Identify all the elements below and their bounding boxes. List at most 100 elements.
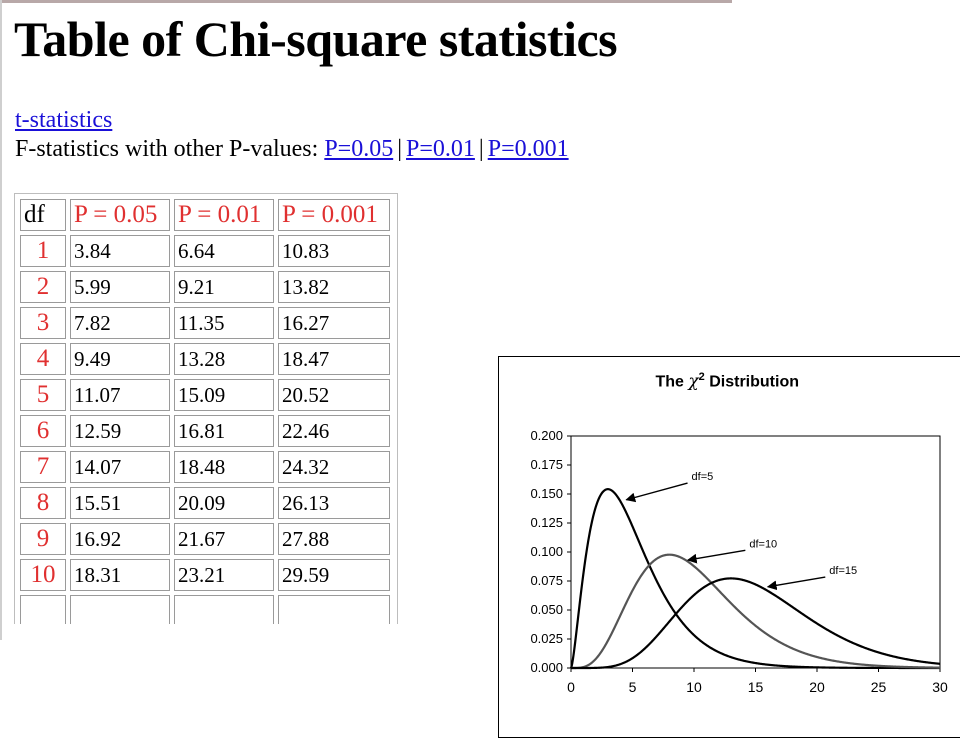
table-row: 9 16.92 21.67 27.88 bbox=[20, 523, 390, 555]
link-separator: | bbox=[397, 136, 403, 162]
value-cell: 12.59 bbox=[70, 415, 170, 447]
p0001-link[interactable]: P=0.001 bbox=[487, 136, 569, 162]
header-p0001: P = 0.001 bbox=[278, 199, 390, 231]
left-border bbox=[0, 0, 2, 640]
value-cell: 23.21 bbox=[174, 559, 274, 591]
df-cell: 2 bbox=[20, 271, 66, 303]
value-cell: 29.59 bbox=[278, 559, 390, 591]
value-cell: 13.82 bbox=[278, 271, 390, 303]
df-cell: 7 bbox=[20, 451, 66, 483]
value-cell: 15.09 bbox=[174, 379, 274, 411]
value-cell: 13.28 bbox=[174, 343, 274, 375]
x-tick-label: 5 bbox=[629, 679, 637, 695]
chi-square-table-container: df P = 0.05 P = 0.01 P = 0.001 1 3.84 6.64… bbox=[14, 193, 398, 624]
empty-cell bbox=[20, 595, 66, 624]
y-tick-label: 0.150 bbox=[530, 486, 563, 501]
value-cell: 18.31 bbox=[70, 559, 170, 591]
y-tick-label: 0.025 bbox=[530, 631, 563, 646]
p001-link[interactable]: P=0.01 bbox=[406, 136, 475, 162]
table-header-row: df P = 0.05 P = 0.01 P = 0.001 bbox=[20, 199, 390, 231]
value-cell: 18.48 bbox=[174, 451, 274, 483]
df-cell: 1 bbox=[20, 235, 66, 267]
y-tick-label: 0.125 bbox=[530, 515, 563, 530]
table-row: 6 12.59 16.81 22.46 bbox=[20, 415, 390, 447]
table-row: 10 18.31 23.21 29.59 bbox=[20, 559, 390, 591]
value-cell: 16.92 bbox=[70, 523, 170, 555]
x-tick-label: 20 bbox=[809, 679, 825, 695]
value-cell: 6.64 bbox=[174, 235, 274, 267]
value-cell: 20.52 bbox=[278, 379, 390, 411]
series-line-df-10 bbox=[571, 553, 941, 670]
value-cell: 11.35 bbox=[174, 307, 274, 339]
value-cell: 21.67 bbox=[174, 523, 274, 555]
y-tick-label: 0.100 bbox=[530, 544, 563, 559]
df-cell: 4 bbox=[20, 343, 66, 375]
chart-title-prefix: The bbox=[655, 373, 689, 391]
chi-square-distribution-chart: The χ2 Distribution 0.000 0.025 0.050 0.075… bbox=[498, 356, 960, 738]
value-cell: 18.47 bbox=[278, 343, 390, 375]
value-cell: 16.27 bbox=[278, 307, 390, 339]
empty-cell bbox=[278, 595, 390, 624]
t-statistics-link[interactable]: t-statistics bbox=[15, 107, 113, 133]
chart-plot: 0.000 0.025 0.050 0.075 0.100 0.125 0.150 0.175… bbox=[530, 428, 948, 695]
f-statistics-label: F-statistics with other P-values: bbox=[15, 136, 325, 162]
value-cell: 3.84 bbox=[70, 235, 170, 267]
p005-link[interactable]: P=0.05 bbox=[324, 136, 394, 162]
y-tick-label: 0.000 bbox=[530, 660, 563, 675]
annotation-label: df=10 bbox=[749, 538, 777, 550]
x-tick-label: 10 bbox=[686, 679, 702, 695]
value-cell: 5.99 bbox=[70, 271, 170, 303]
table-row: 3 7.82 11.35 16.27 bbox=[20, 307, 390, 339]
table-row: 4 9.49 13.28 18.47 bbox=[20, 343, 390, 375]
annotation-label: df=15 bbox=[829, 565, 857, 577]
header-df: df bbox=[20, 199, 66, 231]
series-line-df-5 bbox=[569, 488, 940, 670]
value-cell: 7.82 bbox=[70, 307, 170, 339]
x-tick-label: 0 bbox=[567, 679, 575, 695]
value-cell: 16.81 bbox=[174, 415, 274, 447]
value-cell: 24.32 bbox=[278, 451, 390, 483]
x-tick-label: 15 bbox=[748, 679, 764, 695]
df-cell: 10 bbox=[20, 559, 66, 591]
empty-cell bbox=[174, 595, 274, 624]
df-cell: 6 bbox=[20, 415, 66, 447]
y-tick-label: 0.050 bbox=[530, 602, 563, 617]
annotation-arrow bbox=[766, 576, 826, 591]
chi-superscript: 2 bbox=[698, 371, 705, 383]
y-tick-label: 0.175 bbox=[530, 457, 563, 472]
table-row-partial bbox=[20, 595, 390, 624]
page-title: Table of Chi-square statistics bbox=[14, 11, 618, 67]
series-line-df-15 bbox=[571, 577, 941, 670]
empty-cell bbox=[70, 595, 170, 624]
annotation-label: df=5 bbox=[692, 471, 714, 483]
link-nav: t-statistics F-statistics with other P-v… bbox=[15, 106, 569, 164]
value-cell: 9.21 bbox=[174, 271, 274, 303]
header-p001: P = 0.01 bbox=[174, 199, 274, 231]
value-cell: 20.09 bbox=[174, 487, 274, 519]
table-row: 5 11.07 15.09 20.52 bbox=[20, 379, 390, 411]
x-tick-label: 25 bbox=[871, 679, 887, 695]
chart-title-suffix: Distribution bbox=[704, 373, 799, 391]
value-cell: 26.13 bbox=[278, 487, 390, 519]
annotation-arrow bbox=[686, 549, 746, 564]
y-tick-label: 0.200 bbox=[530, 428, 563, 443]
chi-square-table: df P = 0.05 P = 0.01 P = 0.001 1 3.84 6.64… bbox=[16, 195, 394, 624]
link-separator: | bbox=[478, 136, 484, 162]
df-cell: 9 bbox=[20, 523, 66, 555]
value-cell: 11.07 bbox=[70, 379, 170, 411]
df-cell: 3 bbox=[20, 307, 66, 339]
table-row: 7 14.07 18.48 24.32 bbox=[20, 451, 390, 483]
value-cell: 15.51 bbox=[70, 487, 170, 519]
x-tick-label: 30 bbox=[932, 679, 948, 695]
table-row: 2 5.99 9.21 13.82 bbox=[20, 271, 390, 303]
value-cell: 14.07 bbox=[70, 451, 170, 483]
y-tick-label: 0.075 bbox=[530, 573, 563, 588]
annotation-arrow bbox=[625, 482, 688, 503]
value-cell: 10.83 bbox=[278, 235, 390, 267]
chi-symbol: χ bbox=[688, 371, 699, 392]
table-row: 8 15.51 20.09 26.13 bbox=[20, 487, 390, 519]
top-border bbox=[0, 0, 732, 3]
value-cell: 22.46 bbox=[278, 415, 390, 447]
header-p005: P = 0.05 bbox=[70, 199, 170, 231]
df-cell: 8 bbox=[20, 487, 66, 519]
